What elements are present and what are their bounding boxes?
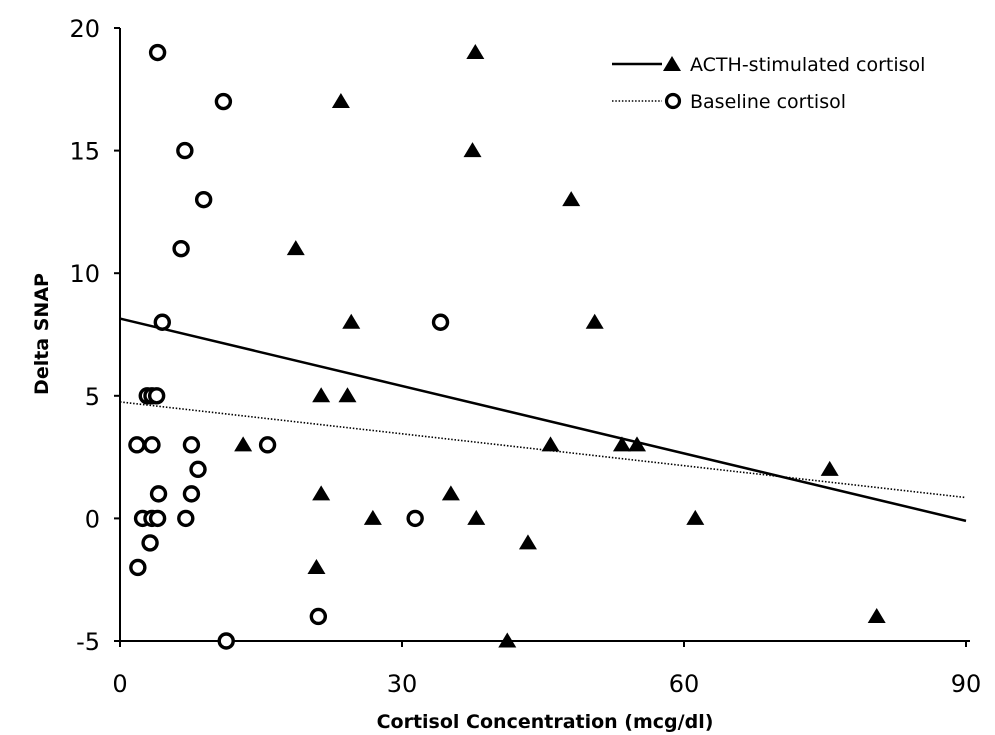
point-acth [441,485,460,501]
point-acth [234,436,253,452]
point-baseline [176,141,194,160]
data-points [128,43,886,650]
y-tick-label: 0 [85,505,100,533]
point-acth [628,436,646,452]
x-ticks: 0 30 60 90 [112,641,981,698]
y-tick-label: 15 [69,138,100,166]
point-acth [585,313,604,329]
x-tick-label: 90 [951,670,982,698]
point-baseline [153,313,172,331]
y-ticks: -5 0 5 10 15 20 [69,15,120,656]
point-baseline [172,239,190,258]
point-acth [820,460,839,476]
y-axis-title: Delta SNAP [31,273,53,395]
point-baseline [148,509,167,528]
point-acth [466,44,485,60]
legend-marker-acth [663,56,681,71]
point-baseline [177,509,195,528]
point-acth [342,313,361,329]
point-acth [498,632,517,648]
point-baseline [217,632,235,650]
trend-line-acth [119,317,967,523]
axes [119,28,970,642]
point-baseline [309,607,328,626]
trend-lines [119,317,967,523]
x-tick-label: 60 [669,670,700,698]
point-baseline [129,558,147,577]
point-baseline [143,436,161,454]
point-baseline [214,92,233,111]
point-baseline [182,485,201,503]
point-acth [307,558,326,574]
point-baseline [189,460,207,479]
point-baseline [147,387,166,405]
point-baseline [258,436,277,454]
point-acth [612,436,631,452]
point-acth [331,93,350,109]
point-acth [363,509,382,525]
point-acth [686,509,705,525]
y-tick-label: 10 [69,260,100,288]
point-baseline [194,190,213,209]
legend: ACTH-stimulated cortisol Baseline cortis… [612,54,925,113]
point-baseline [148,43,167,62]
point-baseline [182,436,201,454]
x-axis-title: Cortisol Concentration (mcg/dl) [377,711,714,733]
point-acth [338,387,357,403]
point-acth [541,436,560,452]
point-acth [562,191,581,207]
legend-label-baseline: Baseline cortisol [690,91,846,113]
point-acth [312,485,331,501]
point-baseline [406,509,424,528]
legend-marker-baseline [664,92,682,110]
point-acth [463,142,482,158]
point-baseline [141,534,159,552]
point-baseline [128,436,146,454]
point-acth [467,509,486,525]
point-acth [518,534,537,550]
x-tick-label: 30 [387,670,418,698]
point-acth [867,607,886,623]
y-tick-label: 20 [69,15,100,43]
point-baseline [149,485,168,503]
point-acth [286,240,305,256]
y-tick-label: 5 [85,383,100,411]
point-baseline [431,313,450,331]
y-tick-label: -5 [76,628,100,656]
legend-label-acth: ACTH-stimulated cortisol [690,54,925,76]
point-acth [312,387,331,403]
x-tick-label: 0 [112,670,127,698]
